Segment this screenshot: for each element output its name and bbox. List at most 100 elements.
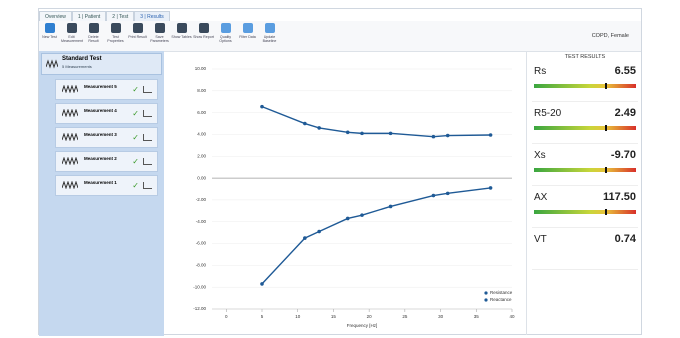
toolbar-button[interactable]: Delete Result: [83, 21, 104, 51]
button-icon: [264, 23, 275, 33]
series-line: [261, 187, 491, 285]
button-label: Update Baseline: [262, 35, 277, 43]
button-icon: [198, 23, 209, 33]
data-point: [360, 131, 364, 136]
result-name: VT: [534, 234, 547, 245]
result-name: AX: [534, 192, 548, 203]
chart-icon: [143, 86, 152, 93]
result-item: Rs 6.55: [532, 60, 638, 102]
tab[interactable]: 1 | Patient: [71, 11, 107, 21]
measurement-item[interactable]: Measurement 1 ✓: [55, 175, 158, 196]
legend-marker: [484, 298, 488, 302]
data-point: [345, 130, 350, 135]
result-gauge: [534, 125, 636, 131]
tab[interactable]: 3 | Results: [134, 11, 170, 21]
toolbar-button[interactable]: Print Result: [127, 21, 148, 51]
test-title: Standard Test: [62, 56, 102, 62]
wave-icon: [62, 85, 78, 93]
x-tick-label: 30: [438, 314, 444, 319]
data-point: [431, 193, 436, 198]
y-tick-label: -10.00: [193, 284, 206, 289]
chart-icon: [143, 110, 152, 117]
results-list: Rs 6.55 R5-20 2.49 Xs -9.70 AX 117.50 VT 0.74: [527, 60, 643, 270]
result-item: VT 0.74: [532, 228, 638, 270]
measurement-item[interactable]: Measurement 5 ✓: [55, 79, 158, 100]
data-point: [445, 133, 450, 138]
wave-icon: [62, 109, 78, 117]
measurement-label: Measurement 5: [84, 84, 117, 89]
data-point: [360, 213, 364, 217]
chart-icon: [143, 182, 152, 189]
toolbar-button[interactable]: Edit Measurement: [61, 21, 83, 51]
y-tick-label: 8.00: [197, 88, 206, 93]
data-point: [260, 104, 264, 109]
result-value: 6.55: [614, 65, 636, 77]
data-point: [317, 229, 321, 234]
series-line: [261, 105, 491, 138]
patient-label: COPD, Female: [591, 33, 629, 39]
check-icon: ✓: [132, 157, 139, 166]
toolbar: New Test Edit Measurement Delete Result Tes…: [39, 21, 641, 52]
gauge-marker: [605, 209, 608, 215]
toolbar-button[interactable]: Test Properties: [105, 21, 126, 51]
test-item[interactable]: Standard Test 5 Measurements: [41, 53, 162, 75]
toolbar-button[interactable]: Save Parameters: [149, 21, 170, 51]
tab[interactable]: Overview: [39, 11, 72, 21]
chart-icon: [143, 134, 152, 141]
check-icon: ✓: [132, 109, 139, 118]
button-label: Test Properties: [107, 35, 124, 43]
tabs: Overview 1 | Patient 2 | Test 3 | Results: [39, 11, 170, 21]
measurement-item[interactable]: Measurement 3 ✓: [55, 127, 158, 148]
result-item: Xs -9.70: [532, 144, 638, 186]
tab[interactable]: 2 | Test: [106, 11, 135, 21]
x-tick-label: 35: [474, 314, 480, 319]
toolbar-button[interactable]: Filter Data: [237, 21, 258, 51]
button-icon: [132, 23, 143, 33]
check-icon: ✓: [132, 85, 139, 94]
x-tick-label: 5: [261, 314, 264, 319]
toolbar-button[interactable]: Show Tables: [171, 21, 192, 51]
legend-marker: [484, 291, 488, 295]
x-tick-label: 0: [225, 314, 228, 319]
button-label: Edit Measurement: [61, 35, 83, 43]
wave-icon: [62, 133, 78, 141]
data-point: [488, 133, 493, 137]
chart-icon: [143, 158, 152, 165]
toolbar-button[interactable]: Show Report: [193, 21, 214, 51]
result-gauge: [534, 209, 636, 215]
data-point: [317, 126, 321, 130]
data-point: [388, 204, 393, 209]
measurement-item[interactable]: Measurement 4 ✓: [55, 103, 158, 124]
measurement-label: Measurement 3: [84, 132, 117, 137]
legend-label: Resistance: [490, 290, 513, 295]
result-item: R5-20 2.49: [532, 102, 638, 144]
data-point: [303, 236, 307, 240]
result-name: Xs: [534, 150, 546, 161]
button-label: Show Tables: [171, 35, 192, 39]
x-tick-label: 40: [509, 314, 515, 319]
check-icon: ✓: [132, 133, 139, 142]
toolbar-button[interactable]: Quality Options: [215, 21, 236, 51]
y-tick-label: -2.00: [196, 197, 207, 202]
button-label: Print Result: [128, 35, 147, 39]
data-point: [260, 282, 264, 286]
measurement-label: Measurement 1: [84, 180, 117, 185]
gauge-marker: [605, 167, 608, 173]
results-panel: TEST RESULTS Rs 6.55 R5-20 2.49 Xs -9.70 AX 117…: [526, 51, 643, 335]
measurement-item[interactable]: Measurement 2 ✓: [55, 151, 158, 172]
gauge-marker: [605, 125, 608, 131]
test-icon: [46, 59, 58, 69]
data-point: [345, 216, 350, 221]
result-value: 2.49: [614, 107, 636, 119]
x-tick-label: 25: [402, 314, 408, 319]
toolbar-button[interactable]: New Test: [39, 21, 60, 51]
toolbar-button[interactable]: Update Baseline: [259, 21, 280, 51]
button-label: New Test: [42, 35, 57, 39]
test-subtitle: 5 Measurements: [62, 64, 92, 69]
data-point: [445, 191, 450, 196]
result-value: -9.70: [610, 149, 636, 161]
button-icon: [110, 23, 121, 33]
y-tick-label: 6.00: [197, 110, 206, 115]
result-value: 117.50: [602, 191, 636, 203]
